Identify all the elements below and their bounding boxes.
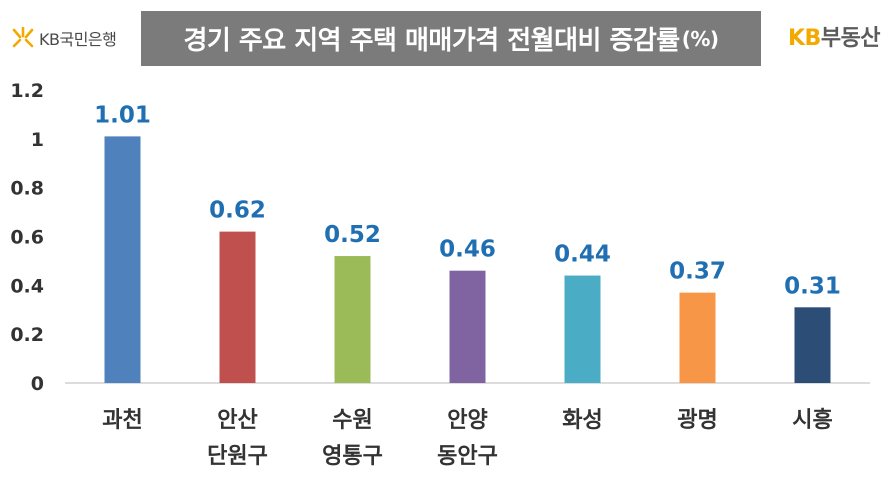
x-tick-label-line: 화성 [562,408,602,433]
y-axis: 0 0.2 0.4 0.6 0.8 1 1.2 [10,80,44,395]
x-tick-label-line: 동안구 [437,444,498,469]
x-tick-label: 화성 [562,408,602,433]
kb-realestate-logo: KB부동산 [788,20,881,52]
bars-group [104,136,831,383]
kb-bank-logo-text: KB국민은행 [39,30,117,49]
y-tick-label: 0.2 [10,324,44,346]
bar [794,307,831,383]
bar [564,275,601,383]
data-label: 0.44 [554,242,611,268]
header: KB국민은행 경기 주요 지역 주택 매매가격 전월대비 증감률 (%) KB부동… [0,0,885,72]
data-labels-group: 1.01 0.62 0.52 0.46 0.44 0.37 0.31 [94,102,841,299]
x-tick-label-line: 광명 [677,408,717,433]
bar [219,231,256,383]
y-tick-label: 1.2 [10,80,44,102]
x-tick-label: 광명 [677,408,717,433]
y-tick-label: 0.4 [10,275,44,297]
x-tick-label-line: 안산 [217,408,257,433]
x-tick-label-line: 과천 [102,408,142,433]
bar [449,270,486,383]
data-label: 0.62 [209,198,266,224]
data-label: 0.46 [439,237,496,263]
kb-realestate-prefix: KB [788,26,821,51]
y-tick-label: 0.8 [10,178,44,200]
x-tick-label-line: 안양 [447,408,487,433]
x-tick-label-line: 수원 [332,408,372,433]
bar [679,292,716,383]
kb-bank-logo: KB국민은행 [10,26,117,50]
x-tick-label: 시흥 [792,408,832,433]
data-label: 1.01 [94,102,151,128]
x-tick-label-line: 영통구 [322,444,383,469]
chart-title-unit: (%) [681,26,719,51]
chart-title-text: 경기 주요 지역 주택 매매가격 전월대비 증감률 [183,26,680,56]
y-tick-label: 0 [31,373,44,395]
x-tick-label-line: 단원구 [207,444,268,469]
kb-star-icon [12,27,34,48]
bar [104,136,141,383]
data-label: 0.52 [324,222,381,248]
y-tick-label: 1 [31,129,44,151]
chart-title: 경기 주요 지역 주택 매매가격 전월대비 증감률 (%) [141,11,761,66]
kb-realestate-text: 부동산 [820,26,881,51]
data-label: 0.31 [784,273,841,299]
data-label: 0.37 [669,259,726,285]
x-tick-label: 과천 [102,408,142,433]
y-tick-label: 0.6 [10,227,44,249]
x-tick-label-line: 시흥 [792,408,832,433]
bar [334,256,371,383]
